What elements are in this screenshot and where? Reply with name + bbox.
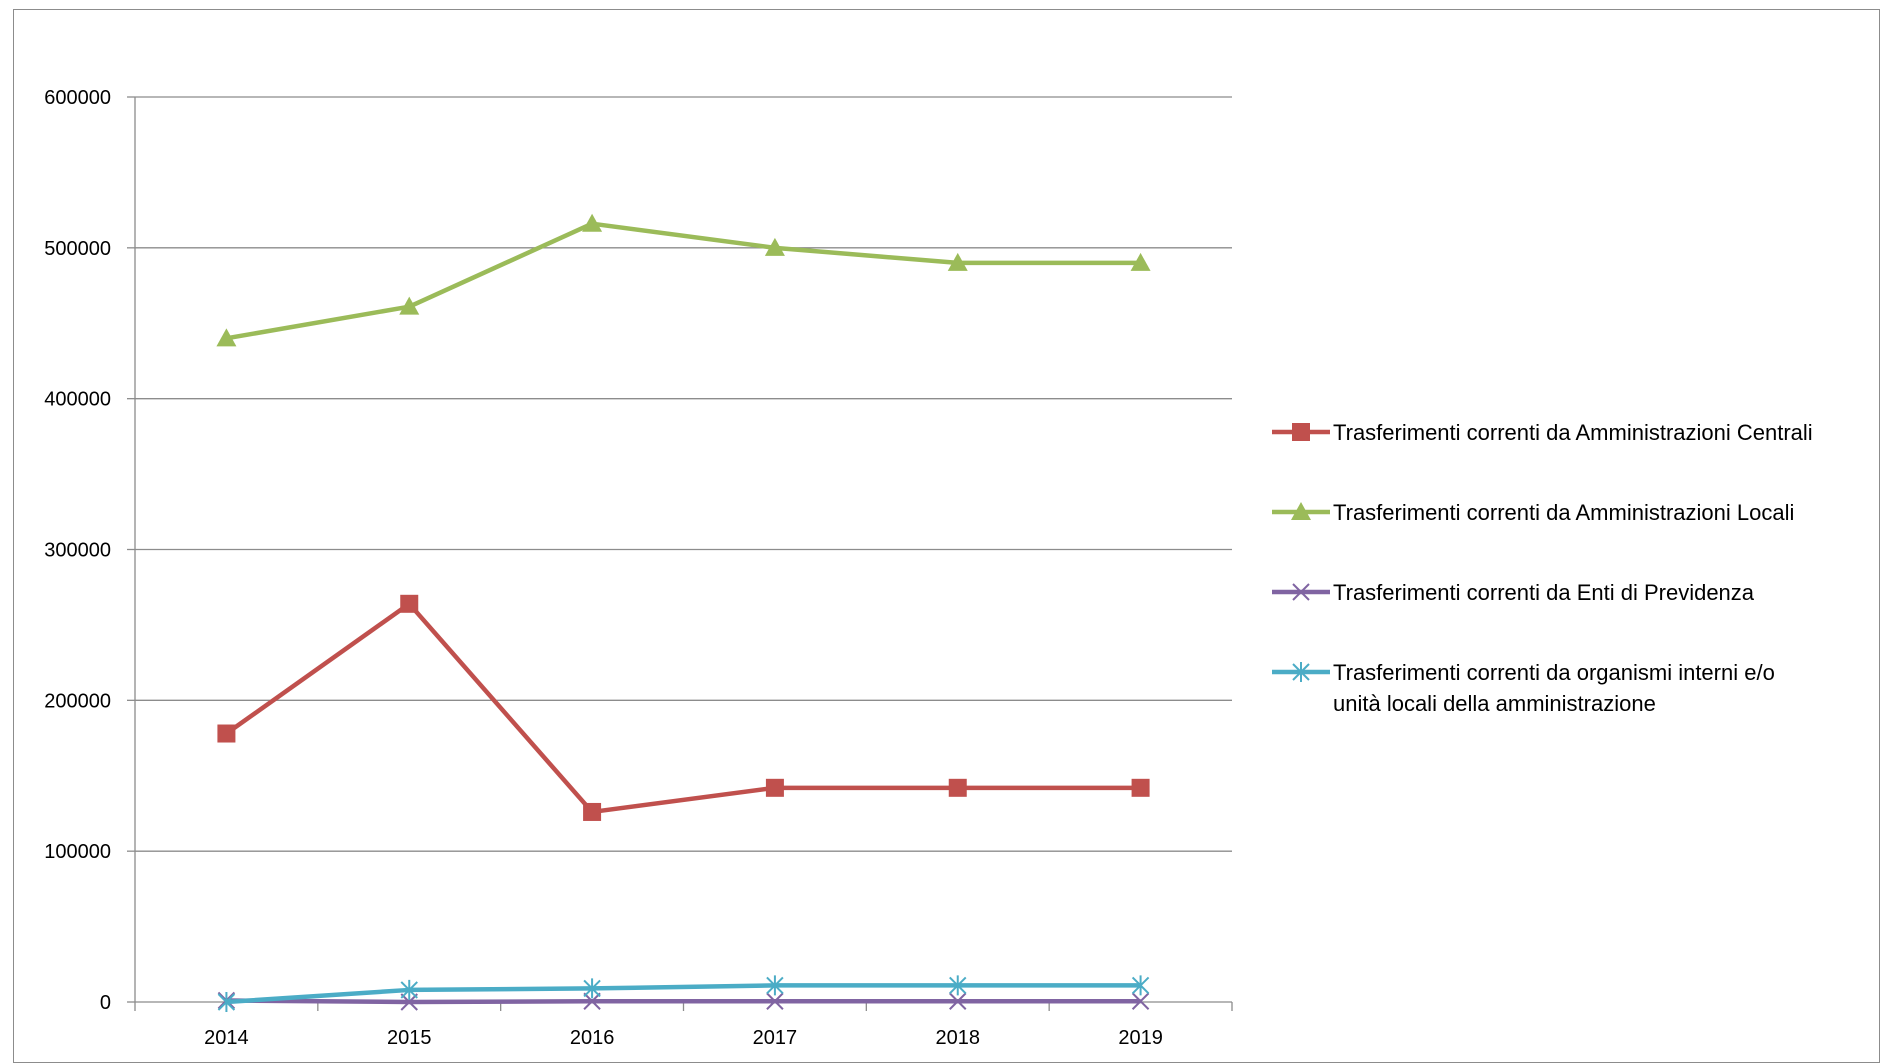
data-point bbox=[947, 252, 968, 271]
y-tick-label: 100000 bbox=[44, 841, 111, 863]
legend: Trasferimenti correnti da Amministrazion… bbox=[1272, 420, 1813, 716]
data-point bbox=[582, 213, 603, 232]
data-point bbox=[766, 992, 784, 1010]
y-tick-label: 600000 bbox=[44, 87, 111, 109]
legend-marker bbox=[1292, 423, 1310, 441]
y-tick-label: 300000 bbox=[44, 540, 111, 562]
data-point bbox=[399, 296, 420, 315]
data-point bbox=[400, 594, 419, 613]
legend-marker bbox=[1291, 502, 1311, 520]
chart-frame bbox=[13, 9, 1880, 1063]
x-tick-label: 2016 bbox=[570, 1027, 615, 1049]
series-line bbox=[226, 983, 1141, 1005]
y-tick-label: 500000 bbox=[44, 238, 111, 260]
legend-label: Trasferimenti correnti da Enti di Previd… bbox=[1333, 580, 1755, 605]
data-point bbox=[1130, 252, 1151, 271]
series-line bbox=[226, 998, 1141, 1005]
data-point bbox=[766, 975, 784, 996]
y-tick-label: 400000 bbox=[44, 389, 111, 411]
legend-marker bbox=[1292, 583, 1310, 601]
y-tick-label: 200000 bbox=[44, 690, 111, 712]
data-point bbox=[765, 778, 784, 797]
data-point bbox=[217, 992, 236, 1012]
legend-label: Trasferimenti correnti da Amministrazion… bbox=[1333, 420, 1813, 445]
data-point bbox=[764, 237, 785, 256]
x-tick-label: 2018 bbox=[936, 1027, 981, 1049]
data-point bbox=[400, 979, 418, 1000]
data-point bbox=[217, 724, 236, 743]
legend-entry: Trasferimenti correnti da Amministrazion… bbox=[1272, 420, 1813, 445]
x-tick-labels: 2014 2015 2016 2017 2018 2019 bbox=[204, 1027, 1163, 1049]
series-line bbox=[226, 221, 1141, 341]
x-tick-label: 2015 bbox=[387, 1027, 432, 1049]
data-point bbox=[583, 992, 601, 1010]
legend-label: Trasferimenti correnti da Amministrazion… bbox=[1333, 500, 1794, 525]
legend-entry: Trasferimenti correnti da Enti di Previd… bbox=[1272, 580, 1755, 605]
x-tick-label: 2014 bbox=[204, 1027, 249, 1049]
legend-marker bbox=[1292, 662, 1310, 682]
legend-entry: Trasferimenti correnti da Amministrazion… bbox=[1272, 500, 1794, 525]
data-point bbox=[1131, 778, 1150, 797]
series-2 bbox=[217, 991, 1150, 1011]
legend-entry: Trasferimenti correnti da organismi inte… bbox=[1272, 660, 1775, 716]
data-point bbox=[949, 992, 967, 1010]
data-point bbox=[949, 975, 967, 996]
y-tick-label: 0 bbox=[100, 992, 111, 1014]
series-line bbox=[225, 601, 1141, 815]
legend-label: Trasferimenti correnti da organismi inte… bbox=[1333, 660, 1775, 716]
series-lines bbox=[216, 213, 1151, 1012]
data-point bbox=[948, 778, 967, 797]
series-3 bbox=[217, 975, 1150, 1012]
y-tick-labels: 0 100000 200000 300000 400000 500000 600000 bbox=[44, 87, 111, 1014]
data-point bbox=[583, 802, 602, 821]
data-point bbox=[583, 978, 601, 999]
series-1 bbox=[216, 213, 1151, 347]
gridlines bbox=[135, 96, 1232, 852]
data-point bbox=[1131, 975, 1150, 996]
x-tick-label: 2017 bbox=[753, 1027, 798, 1049]
series-0 bbox=[217, 594, 1150, 821]
data-point bbox=[1131, 992, 1150, 1010]
data-point bbox=[216, 328, 237, 347]
x-tick-label: 2019 bbox=[1118, 1027, 1163, 1049]
